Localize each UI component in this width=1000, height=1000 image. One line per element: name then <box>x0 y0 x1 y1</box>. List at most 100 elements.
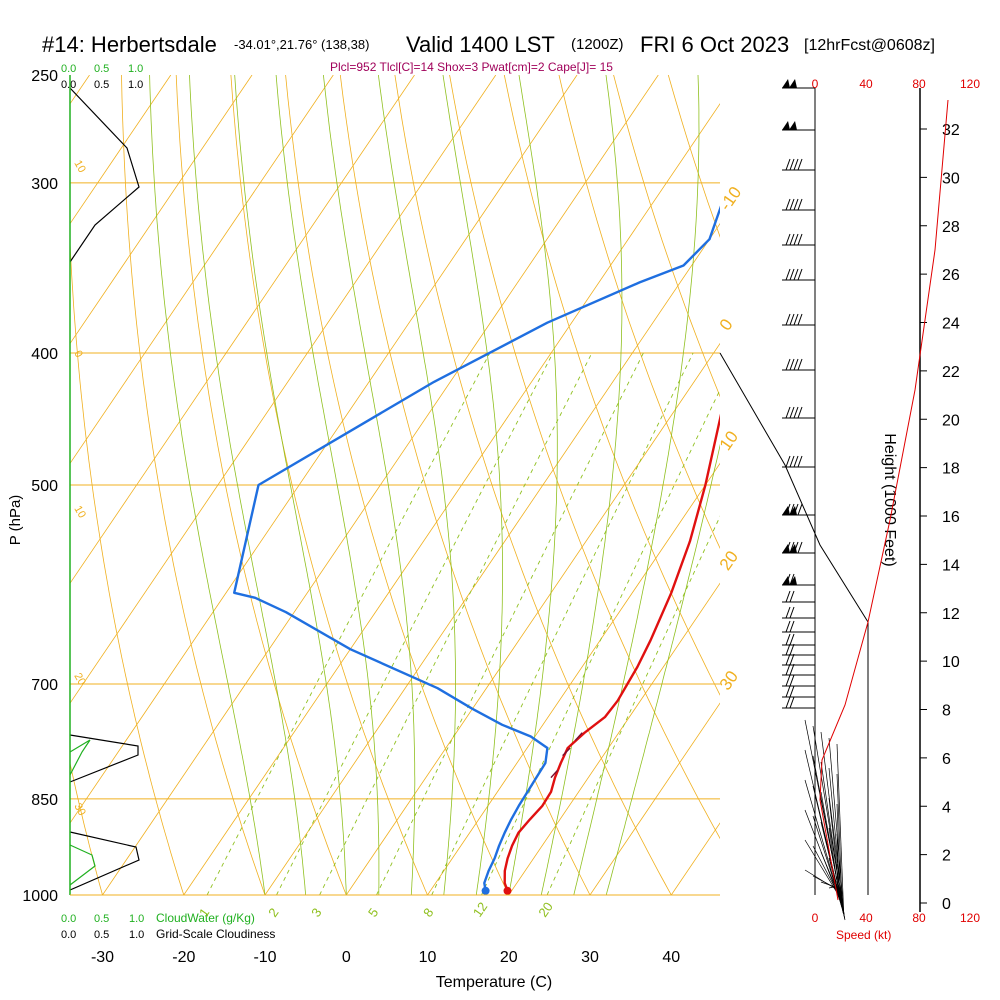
wind-barb <box>782 455 815 468</box>
wind-barb-feather <box>797 233 803 246</box>
wind-barb-feather <box>789 313 795 326</box>
station-title: #14: Herbertsdale <box>42 32 217 57</box>
wind-barb-feather <box>797 158 803 171</box>
wind-barb-pennant <box>789 79 797 88</box>
cloudwater-mid <box>69 739 91 776</box>
height-tick-28: 28 <box>942 219 960 236</box>
cloudwater-label: CloudWater (g/Kg) <box>156 911 255 925</box>
height-tick-20: 20 <box>942 412 960 429</box>
dry-adiabat <box>394 75 672 895</box>
dry-adiabat <box>175 75 347 895</box>
height-tick-18: 18 <box>942 461 960 478</box>
isotherm-line <box>753 75 1000 895</box>
station-coords: -34.01°,21.76° (138,38) <box>234 37 369 52</box>
mixing-ratio-label-20: 20 <box>535 899 556 919</box>
cloudiness-bottom-tick-1: 0.5 <box>94 929 109 941</box>
series-dewpoint <box>232 205 720 891</box>
isotherm-label: 0 <box>716 315 737 334</box>
mixing-ratio-line <box>276 352 554 895</box>
height-tick-14: 14 <box>942 557 960 574</box>
wind-barb-feather <box>793 233 799 246</box>
height-tick-0: 0 <box>942 896 951 913</box>
height-tick-22: 22 <box>942 364 960 381</box>
cloudwater-bottom-tick-2: 1.0 <box>129 913 144 925</box>
isotherm-line <box>70 75 334 465</box>
wind-barb <box>782 313 815 326</box>
mixing-ratio-line <box>481 388 720 895</box>
dry-adiabat <box>449 75 720 840</box>
wind-barb-feather <box>789 643 795 656</box>
sounding-series <box>232 205 720 895</box>
adiabat-label: 10 <box>71 504 88 521</box>
wind-barb-low <box>812 875 838 890</box>
wind-barb-feather <box>793 358 799 371</box>
wind-barb-feather <box>797 358 803 371</box>
isotherm-line <box>345 342 720 895</box>
wind-barb-feather <box>785 663 791 676</box>
wind-barb-feather <box>785 653 791 666</box>
dewpoint-surface-marker <box>481 886 490 895</box>
wind-barb-feather <box>793 268 799 281</box>
moist-adiabat <box>234 75 347 895</box>
isotherm-line <box>589 702 720 895</box>
wind-barb-feather <box>797 455 803 468</box>
dry-adiabat <box>70 761 103 895</box>
wind-barb-pennant <box>782 121 790 130</box>
speed-profile-line <box>819 99 949 901</box>
wind-speed-axis-title: Speed (kt) <box>836 928 891 942</box>
speed-top-tick-0: 0 <box>812 77 819 91</box>
wind-barb-feather <box>789 696 795 709</box>
isotherm-line <box>70 75 253 345</box>
isotherm-line <box>102 75 659 895</box>
moist-adiabat <box>323 75 416 895</box>
isotherm-line <box>70 75 172 225</box>
temperature-tick-30: 30 <box>581 949 599 966</box>
moist-adiabat <box>149 75 266 895</box>
cloudiness-mid <box>69 734 139 783</box>
pressure-tick-300: 300 <box>31 176 58 193</box>
wind-barb <box>782 620 815 633</box>
wind-barb <box>782 503 815 516</box>
dry-adiabat <box>121 75 266 895</box>
isotherm-label: 20 <box>716 547 742 573</box>
wind-barb-feather <box>789 503 795 516</box>
adiabat-labels: 10 0 10 20 30 <box>71 158 88 818</box>
wind-barb-feather <box>785 696 791 709</box>
speed-bottom-tick-40: 40 <box>859 911 873 925</box>
height-tick-10: 10 <box>942 654 960 671</box>
isotherm-line <box>0 75 8 895</box>
cloudiness-upper <box>69 87 140 263</box>
temperature-tick-0: 0 <box>342 949 351 966</box>
cloudiness-top-tick-1: 0.5 <box>94 79 109 91</box>
wind-barb-feather <box>789 633 795 646</box>
speed-top-tick-40: 40 <box>859 77 873 91</box>
wind-barb-feather <box>793 455 799 468</box>
parcel-dash <box>562 747 571 757</box>
wind-barb-feather <box>785 620 791 633</box>
pressure-tick-700: 700 <box>31 677 58 694</box>
wind-barb-feather <box>789 685 795 698</box>
wind-barb-feather <box>785 198 791 211</box>
wind-barb <box>782 590 815 603</box>
moist-adiabat <box>540 75 623 895</box>
wind-barb-low <box>836 773 843 910</box>
background-grid <box>0 75 1000 895</box>
wind-barb-feather <box>785 541 791 554</box>
wind-barb-feather <box>785 313 791 326</box>
dry-adiabat <box>70 234 185 895</box>
height-tick-16: 16 <box>942 509 960 526</box>
temperature-tick-20: 20 <box>500 949 518 966</box>
dry-adiabat <box>285 75 510 895</box>
wind-barb <box>782 573 815 586</box>
speed-bottom-tick-0: 0 <box>812 911 819 925</box>
wind-barb <box>782 198 815 211</box>
wind-barb-feather <box>789 573 795 586</box>
wind-barb-feather <box>797 313 803 326</box>
mixing-ratio-label-3: 3 <box>308 905 324 920</box>
cloudwater-top-tick-1: 0.5 <box>94 63 109 75</box>
height-tick-4: 4 <box>942 799 951 816</box>
adiabat-label: 10 <box>71 158 88 175</box>
wind-barb <box>782 158 815 171</box>
